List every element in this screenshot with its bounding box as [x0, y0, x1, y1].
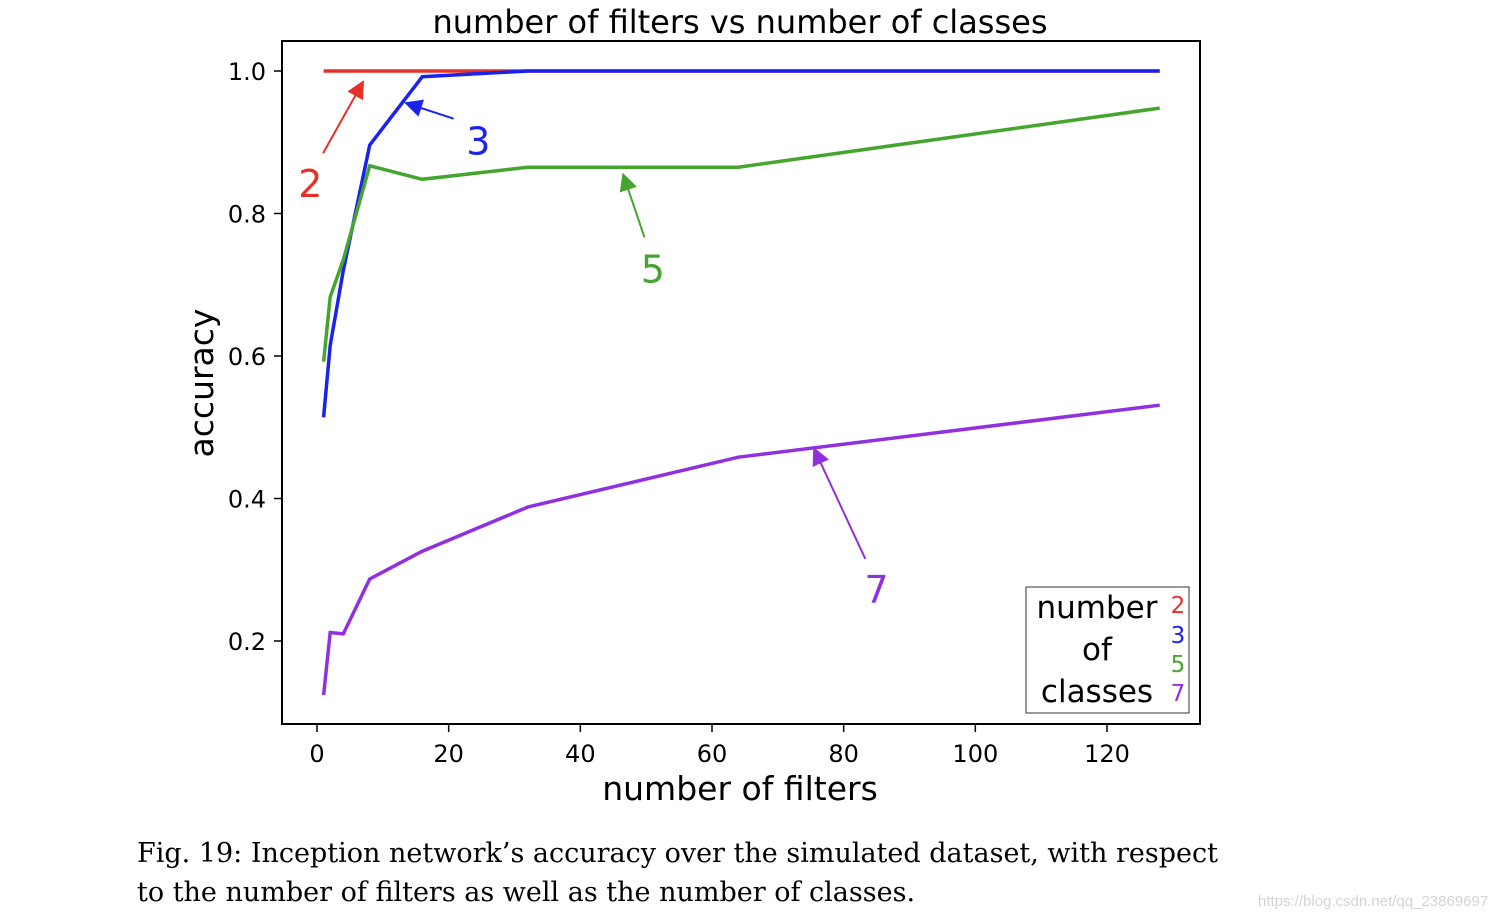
series-line-3-classes	[321, 69, 1160, 418]
y-tick-label: 0.8	[228, 201, 266, 229]
annotations: 2 3 5 7	[298, 80, 889, 612]
series-line-7-classes	[321, 403, 1160, 696]
legend-entry: 2	[1171, 593, 1186, 619]
legend-title-line: classes	[1041, 674, 1153, 710]
y-tick-label: 0.6	[228, 343, 266, 371]
legend: number of classes 2 3 5 7	[1025, 586, 1190, 714]
y-tick-label: 1.0	[228, 58, 266, 86]
y-axis-ticks: 0.2 0.4 0.6 0.8 1.0	[228, 58, 282, 656]
annotation-arrow	[812, 446, 867, 560]
x-tick-label: 120	[1084, 740, 1130, 768]
legend-entry: 3	[1171, 623, 1186, 649]
series-lines	[321, 69, 1160, 696]
figure-caption: Fig. 19: Inception network’s accuracy ov…	[137, 834, 1277, 912]
x-tick-label: 100	[952, 740, 998, 768]
x-tick-label: 40	[565, 740, 596, 768]
annotation-label: 2	[298, 162, 322, 206]
y-tick-label: 0.4	[228, 486, 266, 514]
x-tick-label: 60	[697, 740, 728, 768]
annotation-label: 3	[466, 119, 490, 163]
legend-entry: 7	[1171, 681, 1186, 707]
annotation-label: 7	[865, 568, 889, 612]
x-axis-label: number of filters	[602, 769, 878, 808]
x-tick-label: 80	[828, 740, 859, 768]
annotation-arrow	[322, 80, 364, 154]
legend-title-line: of	[1082, 632, 1113, 668]
chart-title: number of filters vs number of classes	[432, 3, 1047, 41]
x-tick-label: 0	[309, 740, 324, 768]
y-tick-label: 0.2	[228, 628, 266, 656]
watermark: https://blog.csdn.net/qq_23869697	[1258, 893, 1489, 910]
annotation-arrow	[404, 99, 455, 120]
legend-box	[1025, 586, 1190, 714]
annotation-label: 5	[641, 248, 665, 292]
series-line-5-classes	[321, 106, 1160, 362]
plot-frame	[281, 40, 1201, 725]
annotation-arrow	[619, 172, 646, 238]
legend-entry: 5	[1171, 652, 1186, 678]
y-axis-label: accuracy	[182, 309, 221, 458]
x-tick-label: 20	[433, 740, 464, 768]
line-chart: number of filters vs number of classes 2…	[182, 3, 1201, 808]
caption-line: to the number of filters as well as the …	[137, 877, 916, 908]
legend-title-line: number	[1037, 590, 1158, 626]
x-axis-ticks: 0 20 40 60 80 100 120	[309, 724, 1130, 768]
caption-line: Fig. 19: Inception network’s accuracy ov…	[137, 838, 1218, 869]
